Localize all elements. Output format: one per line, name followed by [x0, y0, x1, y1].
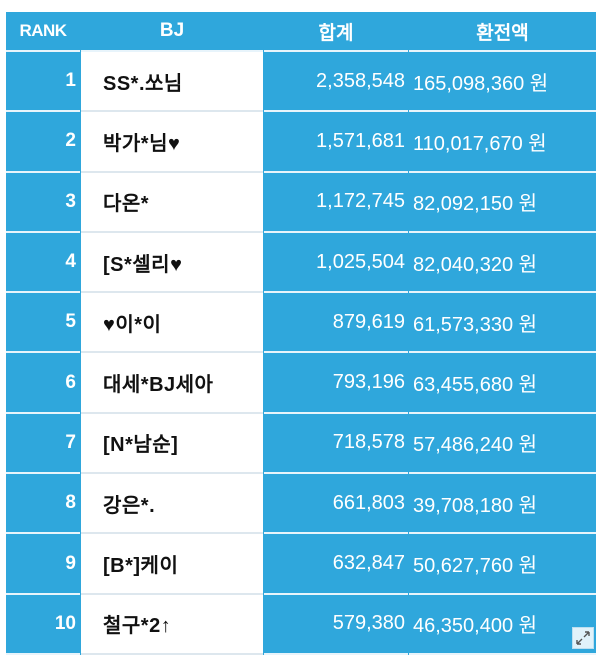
rank-cell: 8 [6, 474, 80, 535]
sum-cell: 2,358,548 [264, 52, 408, 113]
ranking-table: RANK BJ 합계 환전액 1 SS*.쏘님 2,358,548 165,09… [6, 12, 596, 655]
bj-name-cell: 강은*. [81, 474, 263, 535]
rank-cell: 7 [6, 413, 80, 475]
rank-cell: 5 [6, 293, 80, 354]
rank-cell: 1 [6, 52, 80, 113]
bj-name-cell: [B*]케이 [81, 534, 263, 595]
bj-name-cell: 대세*BJ세아 [81, 353, 263, 414]
bj-name-cell: SS*.쏘님 [81, 52, 263, 113]
sum-cell: 579,380 [264, 594, 408, 655]
sum-cell: 718,578 [264, 413, 408, 475]
sum-cell: 879,619 [264, 293, 408, 354]
rank-cell: 10 [6, 594, 80, 655]
amount-cell: 165,098,360 원 [409, 52, 596, 113]
bj-name-cell: 박가*님♥ [81, 112, 263, 173]
bj-name-cell: ♥이*이 [81, 293, 263, 354]
amount-cell: 82,092,150 원 [409, 172, 596, 233]
rank-cell: 9 [6, 534, 80, 595]
rank-cell: 3 [6, 172, 80, 233]
amount-cell: 61,573,330 원 [409, 293, 596, 354]
sum-cell: 1,172,745 [264, 172, 408, 233]
amount-cell: 82,040,320 원 [409, 232, 596, 294]
amount-cell: 50,627,760 원 [409, 534, 596, 595]
bj-name-cell: [N*남순] [81, 413, 263, 475]
bj-name-cell: [S*셀리♥ [81, 232, 263, 294]
expand-arrows-icon [576, 631, 590, 645]
sum-cell: 1,571,681 [264, 112, 408, 173]
amount-cell: 39,708,180 원 [409, 474, 596, 535]
bj-name-cell: 철구*2↑ [81, 594, 263, 655]
rank-cell: 4 [6, 232, 80, 294]
expand-icon[interactable] [572, 627, 594, 649]
rank-cell: 6 [6, 353, 80, 414]
amount-cell: 57,486,240 원 [409, 413, 596, 475]
bj-name-cell: 다온* [81, 172, 263, 233]
sum-cell: 632,847 [264, 534, 408, 595]
header-bj: BJ [81, 12, 263, 52]
header-amount: 환전액 [409, 12, 596, 52]
header-rank: RANK [6, 12, 80, 52]
header-sum: 합계 [264, 12, 408, 52]
amount-cell: 46,350,400 원 [409, 594, 596, 655]
amount-cell: 110,017,670 원 [409, 112, 596, 173]
rank-cell: 2 [6, 112, 80, 173]
sum-cell: 793,196 [264, 353, 408, 414]
sum-cell: 661,803 [264, 474, 408, 535]
amount-cell: 63,455,680 원 [409, 353, 596, 414]
sum-cell: 1,025,504 [264, 232, 408, 294]
